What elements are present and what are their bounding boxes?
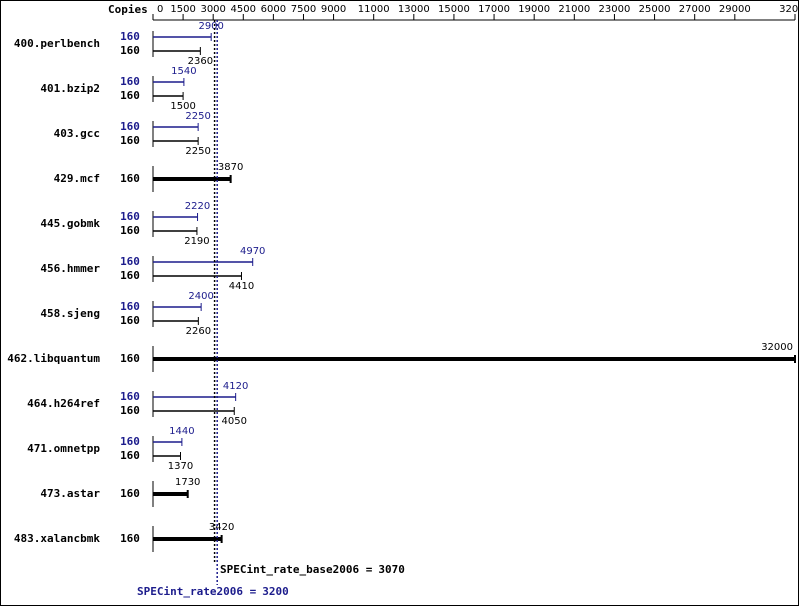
value-label: 4970 [240, 246, 265, 257]
x-tick-label: 23000 [599, 4, 631, 15]
copies: 160 [120, 487, 140, 500]
x-tick-label: 9000 [321, 4, 346, 15]
benchmark-name: 483.xalancbmk [14, 532, 100, 545]
value-label: 3420 [209, 522, 234, 533]
benchmark-name: 471.omnetpp [27, 442, 100, 455]
copies: 160 [120, 314, 140, 327]
value-label: 2250 [185, 146, 210, 157]
copies: 160 [120, 172, 140, 185]
benchmark-name: 462.libquantum [7, 352, 100, 365]
copies: 160 [120, 532, 140, 545]
x-tick-label: 21000 [558, 4, 590, 15]
benchmark-name: 456.hmmer [40, 262, 100, 275]
x-tick-label: 32000 [779, 4, 799, 15]
copies: 160 [120, 134, 140, 147]
x-tick-label: 4500 [231, 4, 256, 15]
value-label: 2360 [188, 56, 213, 67]
copies: 160 [120, 300, 140, 313]
benchmark-name: 458.sjeng [40, 307, 100, 320]
x-tick-label: 15000 [438, 4, 470, 15]
copies: 160 [120, 30, 140, 43]
value-label: 2900 [198, 21, 223, 32]
reference-value: 3200 [262, 585, 289, 598]
axis-label: Copies [108, 3, 148, 16]
benchmark-name: 403.gcc [54, 127, 100, 140]
value-label: 2260 [186, 326, 211, 337]
x-tick-label: 6000 [261, 4, 286, 15]
x-tick-label: 11000 [358, 4, 390, 15]
value-label: 1540 [171, 66, 196, 77]
reference-label: SPECint_rate_base2006 = 3070 [220, 563, 405, 576]
reference-label-text: SPECint_rate2006 = [137, 585, 257, 598]
copies: 160 [120, 404, 140, 417]
value-label: 4410 [229, 281, 254, 292]
benchmark-name: 445.gobmk [40, 217, 100, 230]
value-label: 4050 [222, 416, 247, 427]
x-tick-label: 27000 [679, 4, 711, 15]
reference-value: 3070 [378, 563, 405, 576]
x-tick-label: 29000 [719, 4, 751, 15]
value-label: 2190 [184, 236, 209, 247]
copies: 160 [120, 435, 140, 448]
reference-label-text: SPECint_rate_base2006 = [220, 563, 373, 576]
x-tick-label: 25000 [639, 4, 671, 15]
copies: 160 [120, 224, 140, 237]
value-label: 3870 [218, 162, 243, 173]
copies: 160 [120, 89, 140, 102]
value-label: 4120 [223, 381, 248, 392]
reference-label: SPECint_rate2006 = 3200 [137, 585, 289, 598]
copies: 160 [120, 75, 140, 88]
value-label: 1500 [170, 101, 195, 112]
copies: 160 [120, 255, 140, 268]
benchmark-name: 429.mcf [54, 172, 100, 185]
x-tick-label: 13000 [398, 4, 430, 15]
x-tick-label: 1500 [170, 4, 195, 15]
x-tick-label: 0 [157, 4, 163, 15]
value-label: 2220 [185, 201, 210, 212]
x-tick-label: 3000 [200, 4, 225, 15]
benchmark-name: 473.astar [40, 487, 100, 500]
x-tick-label: 19000 [518, 4, 550, 15]
x-tick-label: 17000 [478, 4, 510, 15]
copies: 160 [120, 352, 140, 365]
copies: 160 [120, 390, 140, 403]
copies: 160 [120, 269, 140, 282]
copies: 160 [120, 449, 140, 462]
value-label: 2250 [185, 111, 210, 122]
value-label: 1440 [169, 426, 194, 437]
benchmark-name: 464.h264ref [27, 397, 100, 410]
x-tick-label: 7500 [291, 4, 316, 15]
copies: 160 [120, 210, 140, 223]
value-label: 1370 [168, 461, 193, 472]
benchmark-name: 401.bzip2 [40, 82, 100, 95]
copies: 160 [120, 120, 140, 133]
copies: 160 [120, 44, 140, 57]
value-label: 32000 [761, 342, 793, 353]
value-label: 2400 [188, 291, 213, 302]
value-label: 1730 [175, 477, 200, 488]
benchmark-name: 400.perlbench [14, 37, 100, 50]
